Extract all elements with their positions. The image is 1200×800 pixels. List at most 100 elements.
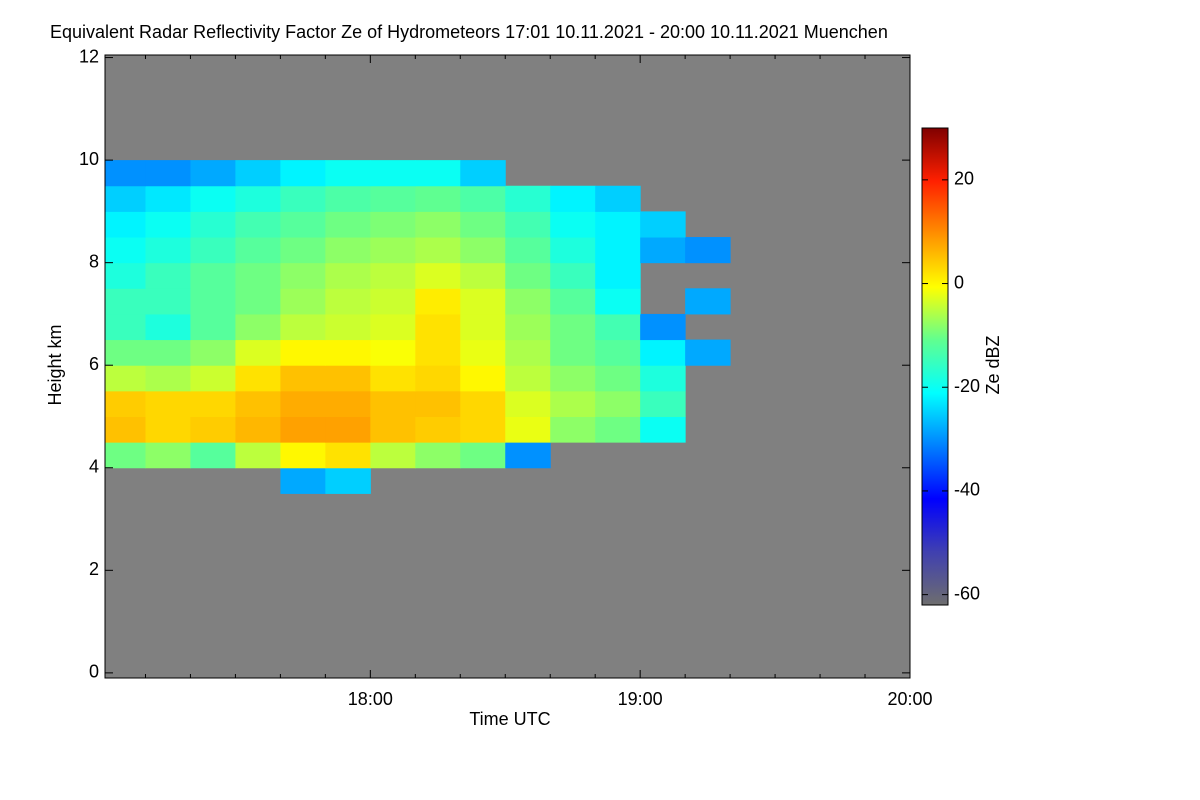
heat-cell — [595, 339, 641, 366]
heat-cell — [505, 442, 551, 469]
heatmap — [105, 160, 731, 494]
heat-cell — [280, 390, 326, 417]
heat-cell — [415, 442, 461, 469]
heat-cell — [505, 237, 551, 264]
heat-cell — [145, 416, 191, 443]
heat-cell — [415, 339, 461, 366]
heat-cell — [145, 185, 191, 212]
heat-cell — [280, 288, 326, 315]
heat-cell — [325, 237, 371, 264]
heat-cell — [105, 185, 146, 212]
heat-cell — [280, 262, 326, 289]
x-tick-label: 20:00 — [887, 689, 932, 709]
heat-cell — [550, 339, 596, 366]
heat-cell — [145, 160, 191, 187]
heat-cell — [235, 211, 281, 238]
heat-cell — [595, 416, 641, 443]
heat-cell — [460, 160, 506, 187]
heat-cell — [325, 442, 371, 469]
colorbar-tick-label: 20 — [954, 169, 974, 189]
heat-cell — [370, 339, 416, 366]
heat-cell — [370, 237, 416, 264]
y-tick-label: 8 — [89, 251, 99, 271]
heat-cell — [145, 390, 191, 417]
heat-cell — [280, 211, 326, 238]
heat-cell — [460, 185, 506, 212]
heat-cell — [235, 442, 281, 469]
heat-cell — [505, 313, 551, 341]
heat-cell — [370, 160, 416, 187]
heat-cell — [505, 288, 551, 315]
heat-cell — [190, 442, 236, 469]
heat-cell — [460, 237, 506, 264]
x-axis-label: Time UTC — [469, 709, 550, 729]
heat-cell — [280, 442, 326, 469]
heat-cell — [235, 390, 281, 417]
heat-cell — [505, 365, 551, 392]
heat-cell — [145, 262, 191, 289]
heat-cell — [415, 237, 461, 264]
heat-cell — [105, 160, 146, 187]
plot-frame — [104, 54, 911, 679]
heat-cell — [595, 288, 641, 315]
heat-cell — [235, 339, 281, 366]
heat-cell — [325, 416, 371, 443]
heat-cell — [370, 262, 416, 289]
heat-cell — [595, 237, 641, 264]
heat-cell — [370, 416, 416, 443]
heat-cell — [415, 313, 461, 341]
heat-cell — [595, 211, 641, 238]
heat-cell — [505, 416, 551, 443]
heat-cell — [370, 442, 416, 469]
heat-cell — [415, 416, 461, 443]
heat-cell — [190, 160, 236, 187]
heat-cell — [595, 262, 641, 289]
colorbar-tick-label: -20 — [954, 376, 980, 396]
heat-cell — [460, 390, 506, 417]
heat-cell — [415, 160, 461, 187]
heat-cell — [460, 416, 506, 443]
heat-cell — [685, 339, 731, 366]
heat-cell — [685, 288, 731, 315]
heat-cell — [105, 390, 146, 417]
heat-cell — [415, 365, 461, 392]
heat-cell — [415, 390, 461, 417]
heat-cell — [280, 365, 326, 392]
heat-cell — [370, 211, 416, 238]
heat-cell — [325, 211, 371, 238]
colorbar — [921, 127, 949, 606]
heat-cell — [370, 185, 416, 212]
heat-cell — [685, 237, 731, 264]
heat-cell — [280, 237, 326, 264]
heat-cell — [280, 416, 326, 443]
heat-cell — [415, 211, 461, 238]
heat-cell — [325, 339, 371, 366]
heat-cell — [550, 313, 596, 341]
heat-cell — [190, 390, 236, 417]
heat-cell — [595, 365, 641, 392]
heat-cell — [460, 442, 506, 469]
heat-cell — [280, 160, 326, 187]
heat-cell — [325, 262, 371, 289]
heat-cell — [235, 160, 281, 187]
heat-cell — [370, 390, 416, 417]
heat-cell — [280, 185, 326, 212]
heat-cell — [105, 339, 146, 366]
heat-cell — [145, 339, 191, 366]
heat-cell — [190, 313, 236, 341]
heat-cell — [370, 365, 416, 392]
heat-cell — [460, 288, 506, 315]
heat-cell — [640, 416, 686, 443]
heat-cell — [550, 365, 596, 392]
heat-cell — [190, 339, 236, 366]
heat-cell — [460, 262, 506, 289]
heat-cell — [640, 313, 686, 341]
heat-cell — [235, 288, 281, 315]
heat-cell — [235, 313, 281, 341]
x-tick-label: 18:00 — [348, 689, 393, 709]
heat-cell — [550, 416, 596, 443]
heat-cell — [145, 442, 191, 469]
heat-cell — [325, 467, 371, 494]
